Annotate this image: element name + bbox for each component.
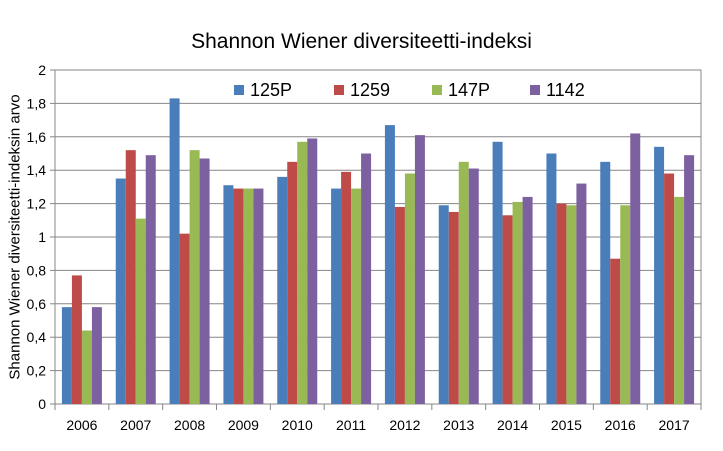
y-tick-label: 2	[38, 62, 46, 78]
bar-125P-2008	[169, 98, 180, 404]
y-tick-label: 0,4	[27, 329, 47, 345]
bar-125P-2015	[546, 153, 557, 404]
bar-1259-2015	[556, 203, 567, 404]
y-tick-label: 1,2	[27, 196, 47, 212]
bar-1259-2008	[179, 233, 190, 404]
y-tick-label: 1,6	[27, 129, 47, 145]
bar-147P-2009	[243, 188, 254, 404]
x-tick-label: 2016	[605, 417, 636, 433]
bar-125P-2010	[277, 176, 288, 404]
x-tick-label: 2017	[659, 417, 690, 433]
bar-1259-2016	[610, 258, 621, 404]
y-tick-label: 1	[38, 229, 46, 245]
bar-147P-2014	[512, 201, 523, 404]
legend-swatch	[234, 85, 244, 95]
y-tick-label: 0,6	[27, 296, 47, 312]
x-tick-label: 2012	[389, 417, 420, 433]
x-tick-label: 2015	[551, 417, 582, 433]
legend-item-1142: 1142	[530, 80, 585, 100]
x-tick-label: 2014	[497, 417, 528, 433]
x-tick-label: 2013	[443, 417, 474, 433]
bar-1259-2017	[664, 173, 675, 404]
bar-125P-2017	[654, 146, 665, 404]
bar-147P-2016	[620, 205, 631, 404]
x-tick-label: 2010	[282, 417, 313, 433]
bar-1142-2010	[307, 138, 318, 404]
bar-1259-2007	[125, 150, 136, 404]
legend-item-125P: 125P	[234, 80, 292, 100]
bar-147P-2012	[404, 173, 415, 404]
bar-147P-2010	[297, 141, 308, 404]
x-tick-label: 2006	[66, 417, 97, 433]
bar-1259-2009	[233, 188, 244, 404]
y-tick-label: 1,8	[27, 95, 47, 111]
x-tick-label: 2008	[174, 417, 205, 433]
bar-125P-2016	[600, 161, 611, 404]
y-tick-label: 0,2	[27, 363, 47, 379]
bar-125P-2013	[438, 205, 449, 404]
bar-125P-2014	[492, 141, 503, 404]
bar-125P-2009	[223, 185, 234, 404]
bar-1142-2006	[91, 307, 102, 404]
bar-147P-2017	[674, 196, 685, 404]
bar-1142-2013	[468, 168, 479, 404]
legend-swatch	[530, 85, 540, 95]
bar-1259-2014	[502, 215, 513, 404]
bar-1142-2017	[684, 155, 695, 404]
bar-1259-2012	[394, 206, 405, 404]
bar-1142-2007	[145, 155, 156, 404]
bar-147P-2013	[458, 161, 469, 404]
y-tick-label: 0	[38, 396, 46, 412]
bar-147P-2015	[566, 205, 577, 404]
legend-item-147P: 147P	[432, 80, 490, 100]
legend-swatch	[432, 85, 442, 95]
y-tick-label: 0,8	[27, 262, 47, 278]
chart-title: Shannon Wiener diversiteetti-indeksi	[191, 30, 532, 53]
bar-125P-2006	[61, 307, 72, 404]
legend-label: 125P	[250, 80, 292, 100]
bar-1142-2009	[253, 188, 264, 404]
bar-1142-2011	[361, 153, 372, 404]
bar-1259-2006	[71, 275, 82, 404]
bar-125P-2007	[115, 178, 126, 404]
bar-147P-2008	[189, 150, 200, 404]
bar-1259-2011	[341, 171, 352, 404]
legend-swatch	[334, 85, 344, 95]
x-tick-label: 2007	[120, 417, 151, 433]
bar-147P-2007	[135, 218, 146, 404]
bar-1142-2016	[630, 133, 641, 404]
legend-label: 1142	[546, 80, 585, 100]
bar-1142-2014	[522, 196, 533, 404]
bar-1259-2010	[287, 161, 298, 404]
bar-125P-2012	[384, 125, 395, 405]
y-tick-label: 1,4	[27, 162, 47, 178]
legend-label: 147P	[448, 80, 490, 100]
legend-label: 1259	[350, 80, 390, 100]
bar-1259-2013	[448, 211, 459, 404]
bar-147P-2006	[81, 330, 92, 404]
bar-1142-2008	[199, 158, 210, 404]
bar-1142-2012	[414, 135, 425, 404]
bar-1142-2015	[576, 183, 587, 404]
legend-item-1259: 1259	[334, 80, 390, 100]
x-tick-label: 2009	[228, 417, 259, 433]
x-tick-label: 2011	[336, 417, 366, 433]
bar-147P-2011	[351, 188, 362, 404]
bar-125P-2011	[331, 188, 342, 404]
